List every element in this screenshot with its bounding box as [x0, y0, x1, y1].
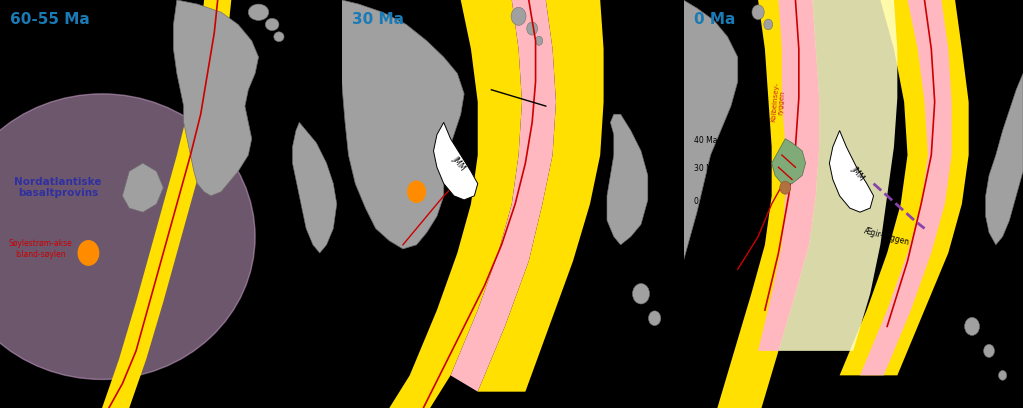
Circle shape — [780, 181, 791, 194]
Polygon shape — [390, 0, 522, 408]
Text: JMM: JMM — [451, 154, 468, 172]
Text: 30 Ma: 30 Ma — [694, 164, 717, 173]
Polygon shape — [102, 0, 231, 408]
Polygon shape — [434, 122, 478, 200]
Polygon shape — [758, 0, 819, 351]
Text: 30 Ma: 30 Ma — [355, 299, 380, 320]
Ellipse shape — [265, 18, 279, 31]
Polygon shape — [717, 0, 819, 408]
Circle shape — [752, 5, 764, 20]
Text: Ægir-ryggen: Ægir-ryggen — [863, 226, 911, 247]
Polygon shape — [830, 131, 874, 212]
Text: 0 Ma: 0 Ma — [694, 12, 735, 27]
Circle shape — [649, 311, 661, 326]
Text: JMM: JMM — [849, 164, 865, 182]
Circle shape — [78, 241, 98, 265]
Circle shape — [998, 370, 1007, 380]
Circle shape — [535, 36, 543, 45]
Polygon shape — [840, 0, 969, 375]
Text: 40 Ma: 40 Ma — [694, 136, 717, 145]
Text: Kolbeinsey-
ryggen: Kolbeinsey- ryggen — [770, 82, 787, 122]
Polygon shape — [683, 0, 738, 261]
Polygon shape — [342, 0, 464, 249]
Circle shape — [408, 181, 426, 202]
Text: Søylestrøm-akse
Island-søylen: Søylestrøm-akse Island-søylen — [9, 239, 73, 259]
Text: 0 Ma: 0 Ma — [694, 197, 712, 206]
Circle shape — [764, 19, 772, 30]
Circle shape — [512, 7, 526, 25]
Circle shape — [632, 284, 650, 304]
Polygon shape — [450, 0, 555, 392]
Polygon shape — [779, 0, 897, 351]
Ellipse shape — [274, 32, 284, 42]
Ellipse shape — [0, 94, 255, 379]
Polygon shape — [174, 0, 259, 196]
Circle shape — [527, 22, 538, 35]
Text: 40 Ma: 40 Ma — [355, 327, 380, 349]
Polygon shape — [123, 163, 164, 212]
Text: 60-55 Ma: 60-55 Ma — [10, 12, 90, 27]
Circle shape — [965, 317, 980, 335]
Text: 30 Ma: 30 Ma — [352, 12, 404, 27]
Polygon shape — [771, 139, 806, 184]
Polygon shape — [860, 0, 951, 375]
Polygon shape — [293, 122, 337, 253]
Polygon shape — [985, 73, 1023, 245]
Polygon shape — [478, 0, 604, 392]
Circle shape — [983, 344, 994, 357]
Text: Nordatlantiske
basaltprovins: Nordatlantiske basaltprovins — [14, 177, 101, 198]
Polygon shape — [607, 114, 648, 245]
Ellipse shape — [249, 4, 269, 20]
